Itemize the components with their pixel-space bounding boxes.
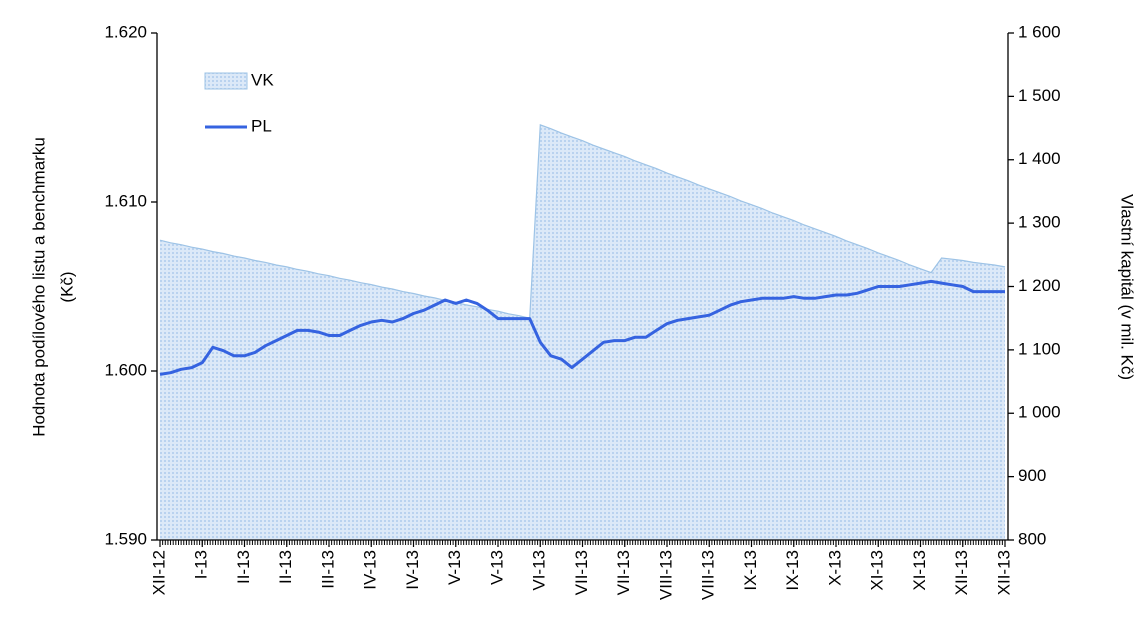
y2-tick-label: 1 100: [1018, 339, 1061, 358]
x-tick-label: II-13: [234, 550, 253, 584]
x-tick-label: IV-13: [361, 550, 380, 590]
y-axis-label: Hodnota podílového listu a benchmarku: [29, 137, 48, 437]
line: [159, 279, 1005, 376]
x-tick-label: VI-13: [530, 550, 549, 591]
x-tick-label: XII-12: [149, 550, 168, 595]
y2-tick-label: 800: [1018, 529, 1046, 548]
y2-axis-label: Vlastní kapitál (v mil. Kč): [1118, 194, 1137, 380]
area-edge: [159, 124, 1006, 319]
y-tick-label: 1.590: [104, 529, 147, 548]
x-tick-label: I-13: [192, 550, 211, 579]
x-tick-label: VII-13: [572, 550, 591, 595]
x-tick-label: XI-13: [868, 550, 887, 591]
y2-tick-label: 1 500: [1018, 86, 1061, 105]
x-tick-label: V-13: [487, 550, 506, 585]
x-tick-label: XI-13: [910, 550, 929, 591]
legend-swatch: [204, 72, 248, 90]
y2-tick-label: 1 000: [1018, 403, 1061, 422]
y2-tick-label: 1 200: [1018, 276, 1061, 295]
x-tick-label: III-13: [318, 550, 337, 589]
area: [160, 124, 1005, 541]
y2-tick-label: 900: [1018, 466, 1046, 485]
y-tick-label: 1.600: [104, 360, 147, 379]
x-tick-label: XII-13: [952, 550, 971, 595]
x-tick-label: XII-13: [994, 550, 1013, 595]
x-tick-label: IX-13: [783, 550, 802, 591]
legend-label: PL: [251, 116, 272, 135]
x-tick-label: IX-13: [741, 550, 760, 591]
y2-tick-label: 1 600: [1018, 22, 1061, 41]
x-tick-label: X-13: [825, 550, 844, 586]
y2-tick-label: 1 400: [1018, 149, 1061, 168]
y-tick-label: 1.620: [104, 22, 147, 41]
y2-tick-label: 1 300: [1018, 213, 1061, 232]
y-tick-label: 1.610: [104, 191, 147, 210]
x-tick-label: V-13: [445, 550, 464, 585]
x-tick-label: VIII-13: [656, 550, 675, 600]
x-tick-label: VII-13: [614, 550, 633, 595]
x-tick-label: IV-13: [403, 550, 422, 590]
legend-label: VK: [251, 70, 274, 89]
x-tick-label: VIII-13: [699, 550, 718, 600]
y-axis-label: (Kč): [57, 271, 76, 302]
x-tick-label: II-13: [276, 550, 295, 584]
